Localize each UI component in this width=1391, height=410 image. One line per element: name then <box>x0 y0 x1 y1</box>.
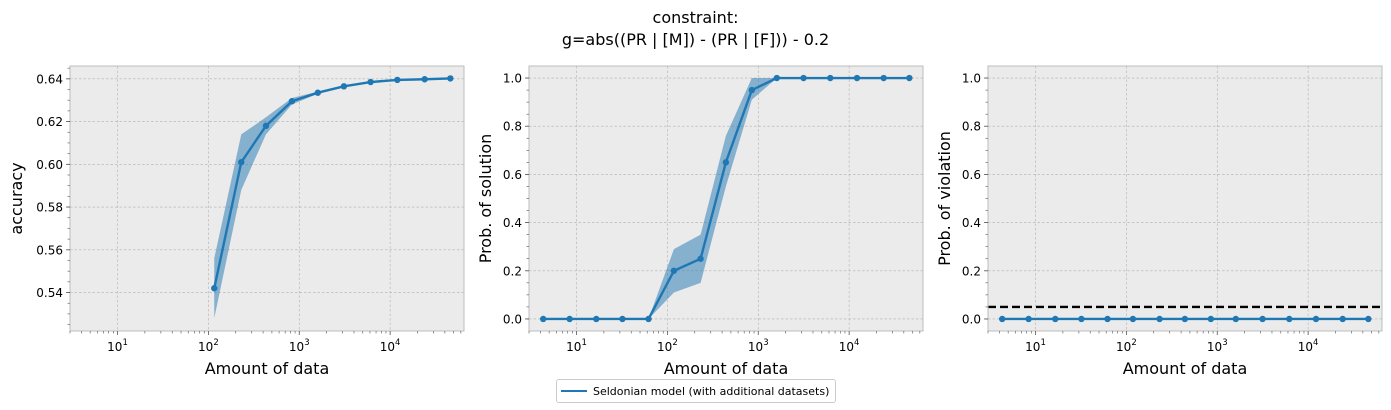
data-point <box>1052 315 1059 323</box>
data-point <box>773 74 781 82</box>
y-tick-label: 0.60 <box>36 158 63 172</box>
data-point <box>880 74 887 82</box>
data-point <box>1232 315 1240 323</box>
data-point <box>1104 315 1111 323</box>
data-point <box>800 74 807 82</box>
data-point <box>1312 315 1320 323</box>
data-point <box>1259 315 1266 323</box>
data-point <box>1207 315 1215 323</box>
legend-label: Seldonian model (with additional dataset… <box>593 384 830 398</box>
x-tick-label: 102 <box>1116 338 1137 354</box>
data-point <box>853 74 861 82</box>
x-tick-label: 101 <box>107 338 128 354</box>
data-point <box>1129 315 1137 323</box>
data-point <box>394 76 401 84</box>
x-tick-label: 102 <box>657 338 678 354</box>
data-point <box>697 255 704 262</box>
y-tick-label: 0.4 <box>962 216 981 230</box>
data-point <box>999 315 1006 323</box>
x-tick-label: 104 <box>380 338 401 354</box>
data-point <box>540 315 547 323</box>
x-axis-label: Amount of data <box>205 359 330 378</box>
data-point <box>1339 315 1346 323</box>
axes-frame <box>69 65 465 332</box>
data-point <box>1286 315 1293 323</box>
data-point <box>722 159 730 166</box>
data-point <box>340 83 348 90</box>
chart-panel-3: 101 102 103 104 0.0 0.2 0.4 0.6 0.8 1.0 Amount of … <box>935 65 1383 378</box>
data-point <box>748 86 756 94</box>
data-point <box>211 285 218 292</box>
x-tick-label: 103 <box>1207 338 1228 354</box>
y-tick-label: 0.58 <box>36 201 63 215</box>
data-point <box>367 78 374 86</box>
data-point <box>1078 315 1085 323</box>
data-point <box>1181 315 1189 323</box>
y-axis-label: Prob. of solution <box>476 134 495 264</box>
data-point <box>1156 315 1163 323</box>
x-tick-label: 102 <box>198 338 219 354</box>
chart-panel-1: 101 102 103 104 0.54 0.56 0.58 0.60 0.62 0.64 Amou… <box>7 65 465 378</box>
data-point <box>906 74 913 82</box>
data-point <box>1025 315 1032 323</box>
y-tick-label: 0.64 <box>36 72 63 86</box>
data-point <box>670 267 678 274</box>
y-axis-label: Prob. of violation <box>935 131 954 266</box>
legend-line-swatch <box>561 390 587 392</box>
series-line <box>213 77 451 289</box>
data-point <box>1365 315 1372 323</box>
data-point <box>447 75 454 82</box>
data-point <box>593 315 600 323</box>
x-tick-label: 104 <box>1298 338 1319 354</box>
y-tick-label: 0.0 <box>962 312 981 326</box>
data-point <box>645 315 652 323</box>
y-tick-label: 0.6 <box>962 168 981 182</box>
chart-panel-2: 101 102 103 104 0.0 0.2 0.4 0.6 0.8 1.0 Amount of … <box>476 65 924 378</box>
y-tick-label: 0.62 <box>36 115 63 129</box>
data-point <box>262 122 270 130</box>
figure-title-line-2: g=abs((PR | [M]) - (PR | [F])) - 0.2 <box>561 30 830 49</box>
y-tick-label: 0.2 <box>503 264 522 278</box>
plot-area <box>70 66 464 331</box>
y-tick-label: 1.0 <box>503 72 522 86</box>
x-tick-label: 101 <box>566 338 587 354</box>
y-tick-label: 0.8 <box>503 120 522 134</box>
plot-area <box>988 66 1382 331</box>
y-tick-label: 0.56 <box>36 243 63 257</box>
x-tick-label: 104 <box>839 338 860 354</box>
y-tick-label: 0.4 <box>503 216 522 230</box>
x-tick-label: 101 <box>1025 338 1046 354</box>
y-tick-label: 0.54 <box>36 286 63 300</box>
y-tick-label: 0.6 <box>503 168 522 182</box>
x-tick-label: 103 <box>289 338 310 354</box>
data-point <box>566 315 573 323</box>
legend: Seldonian model (with additional dataset… <box>556 379 837 403</box>
data-point <box>288 98 296 105</box>
x-axis-label: Amount of data <box>1123 359 1248 378</box>
plot-area <box>529 66 923 331</box>
data-point <box>421 76 428 83</box>
y-axis-label: accuracy <box>7 162 26 234</box>
y-tick-label: 1.0 <box>962 72 981 86</box>
y-tick-label: 0.2 <box>962 264 981 278</box>
data-point <box>827 74 834 82</box>
data-point <box>619 315 626 323</box>
x-axis-label: Amount of data <box>664 359 789 378</box>
data-point <box>314 89 322 96</box>
x-tick-label: 103 <box>748 338 769 354</box>
y-tick-label: 0.8 <box>962 120 981 134</box>
figure-title-line-1: constraint: <box>652 8 739 27</box>
data-point <box>238 158 245 166</box>
y-tick-label: 0.0 <box>503 312 522 326</box>
